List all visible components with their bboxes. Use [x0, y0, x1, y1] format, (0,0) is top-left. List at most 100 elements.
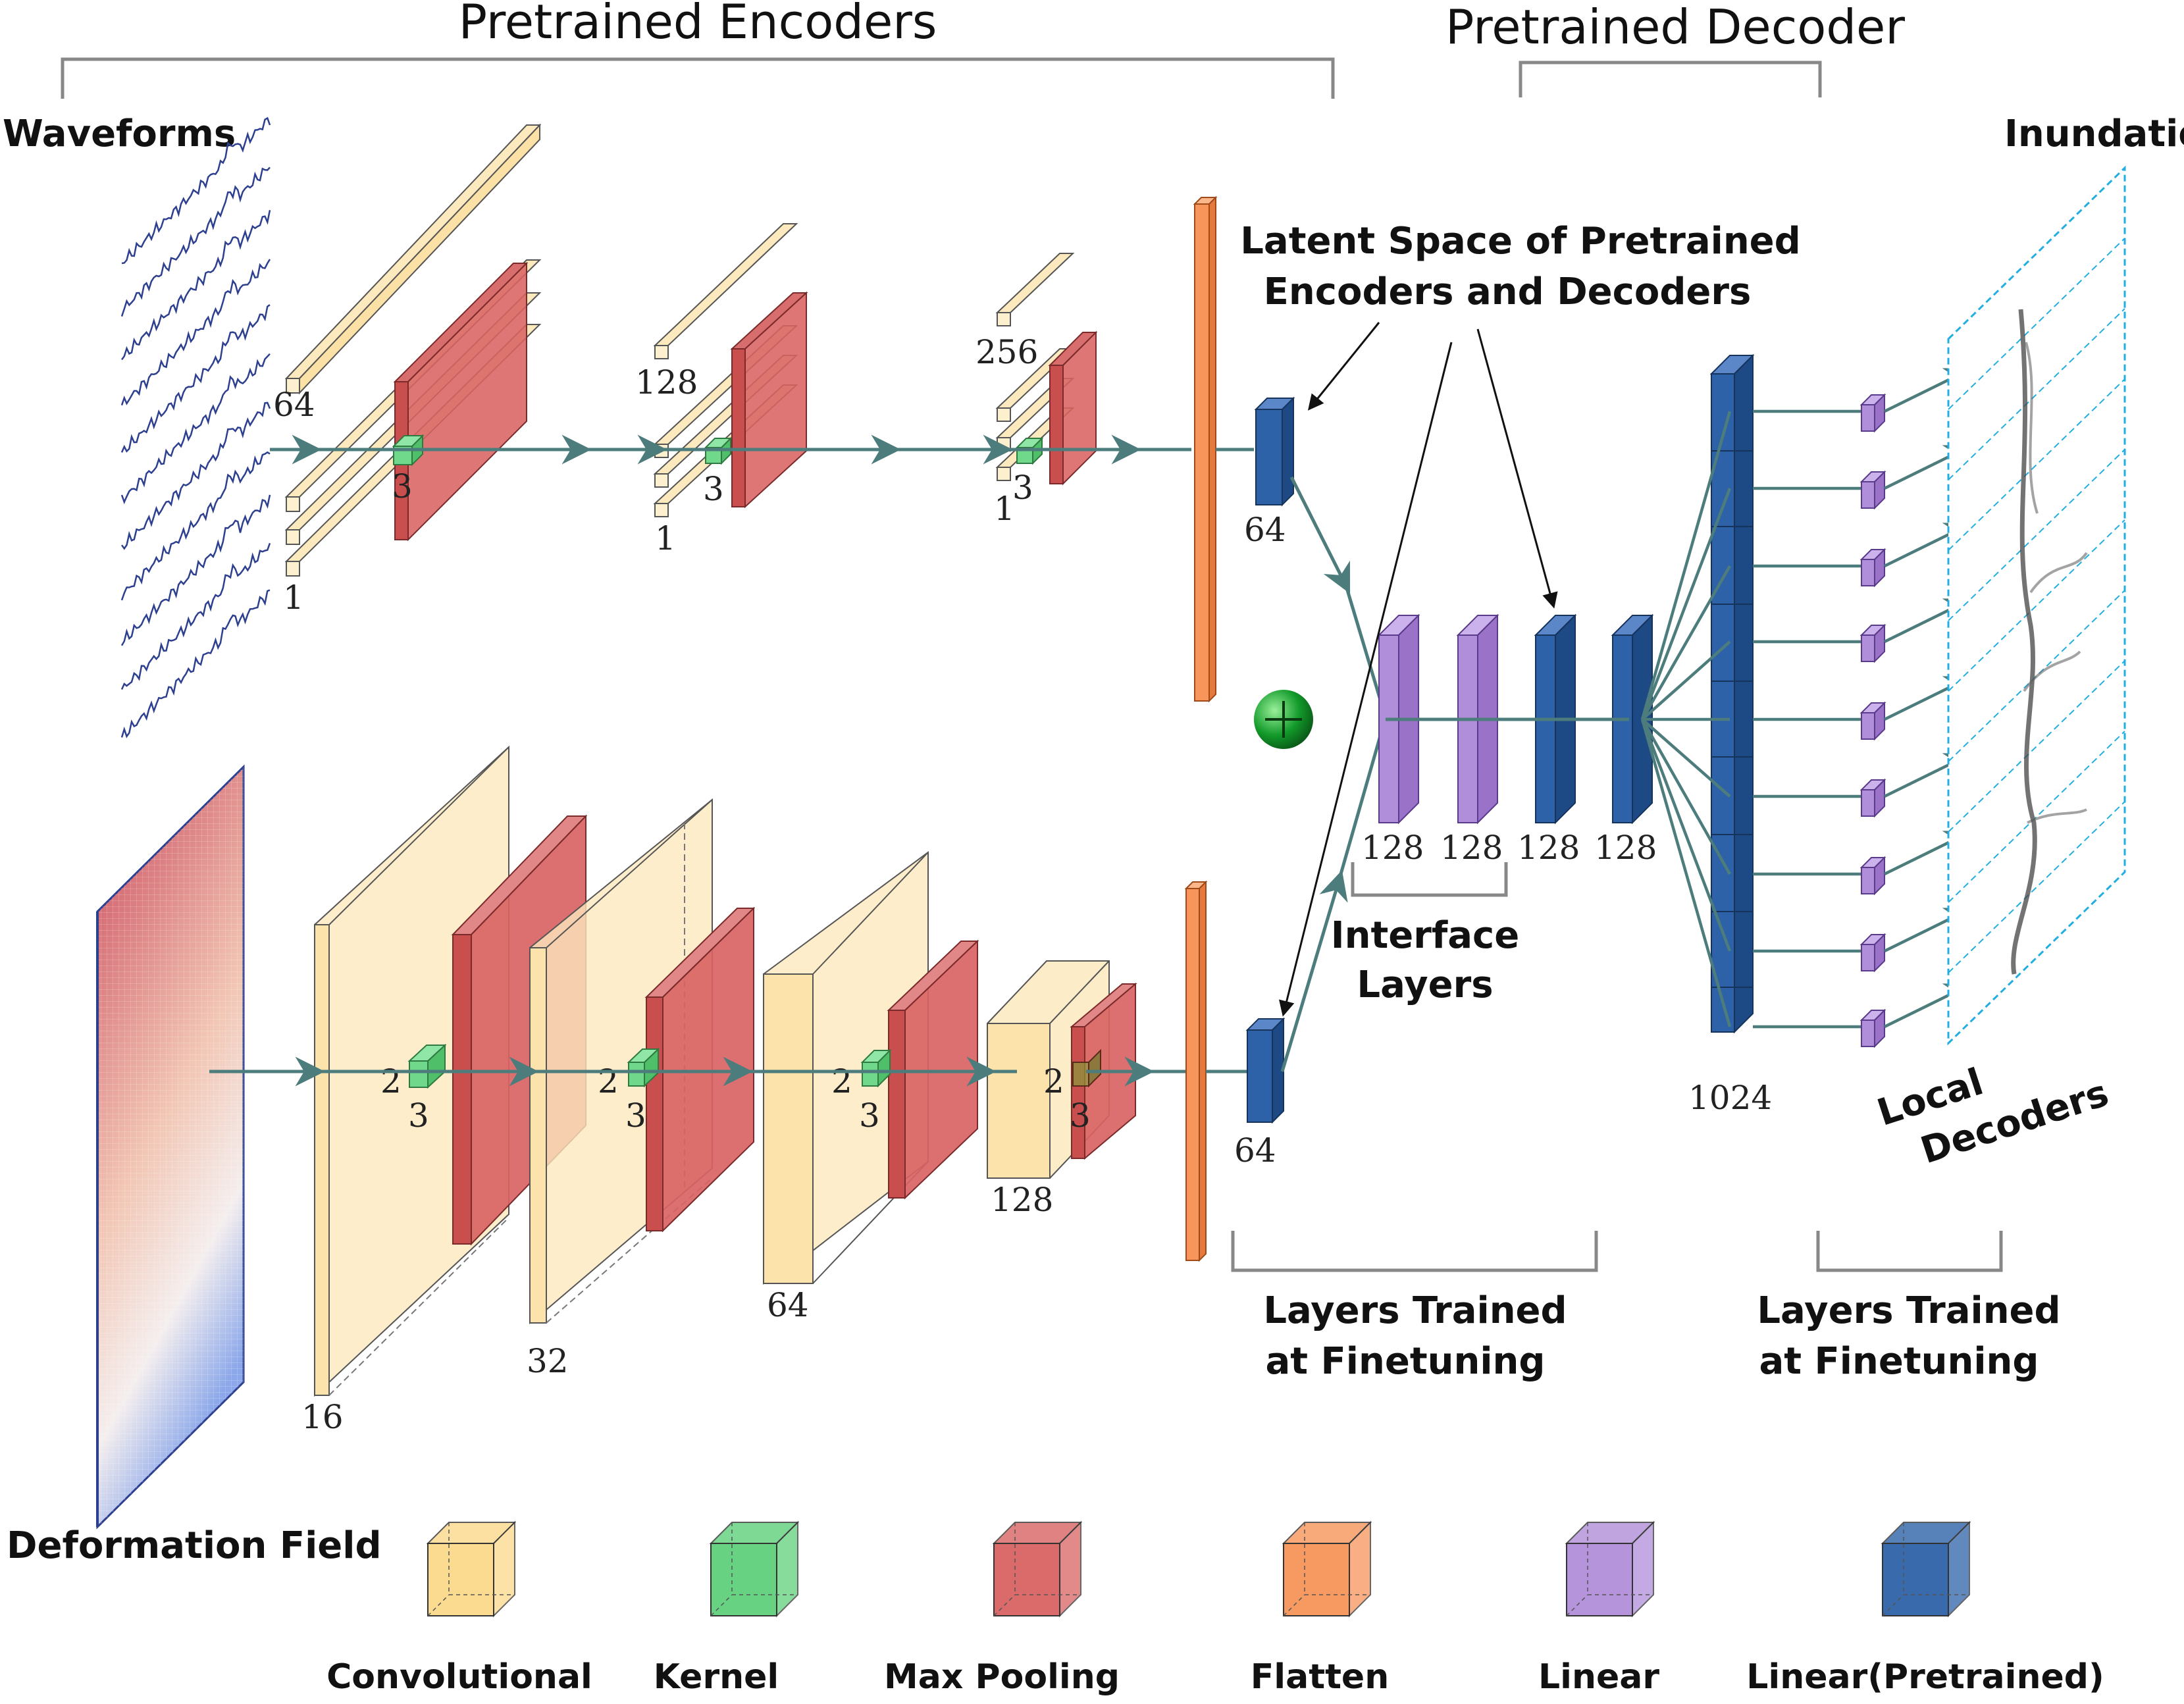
latent-annotation-line2: Encoders and Decoders	[1264, 271, 1752, 313]
bottom-kernel3	[860, 1048, 892, 1088]
local-decoder-block	[1859, 393, 1886, 433]
concatenate-plus-icon	[1254, 690, 1313, 749]
waveform-trace	[120, 210, 271, 361]
inundation-grid-line	[1948, 590, 2125, 762]
bottom-maxpool2-block	[644, 906, 756, 1233]
top-conv2-block	[653, 223, 808, 517]
bottom-conv1-channels: 16	[301, 1398, 344, 1436]
local-decoder-block	[1859, 778, 1886, 818]
waveform-trace	[120, 304, 271, 453]
bottom-maxpool4-block	[1070, 982, 1137, 1160]
inundation-label: Inundation	[2004, 113, 2184, 155]
bottom-stride1: 2	[380, 1062, 402, 1100]
linear-pretrained-cube-icon	[1881, 1520, 1971, 1618]
waveform-trace	[120, 542, 271, 690]
conv-cube-icon	[426, 1520, 517, 1618]
decoder-bracket	[1519, 61, 1822, 97]
legend-label: Max Pooling	[884, 1657, 1120, 1697]
bottom-latent-to-interface-line	[1338, 717, 1388, 879]
waveform-trace	[120, 353, 271, 505]
bottom-kernel3-size: 3	[859, 1097, 880, 1135]
inundation-grid-line	[1948, 660, 2125, 833]
inundation-grid-line	[1948, 801, 2125, 973]
bottom-kernel2-size: 3	[625, 1097, 646, 1135]
inundation-grid-line	[1948, 519, 2125, 692]
top-conv1-depth: 1	[283, 579, 304, 617]
local-decoder-block	[1859, 470, 1886, 510]
bottom-maxpool3-block	[887, 939, 979, 1200]
interface-layer4-size: 128	[1594, 829, 1657, 867]
interface-layer1-size: 128	[1361, 829, 1424, 867]
waveform-traces	[120, 116, 271, 738]
bottom-conv4-block	[987, 960, 1110, 1179]
flatten-cube-icon	[1282, 1520, 1372, 1618]
deformation-field	[96, 764, 245, 1530]
interface-label-line1: Interface	[1331, 914, 1519, 957]
top-latent-size: 64	[1244, 511, 1286, 549]
waveform-trace	[120, 451, 271, 601]
bottom-kernel4	[1072, 1048, 1101, 1088]
inundation-grid-line	[1948, 308, 2125, 480]
bottom-conv3-block	[763, 851, 929, 1285]
waveform-trace	[120, 589, 271, 738]
finetune-interface-line1: Layers Trained	[1263, 1289, 1567, 1332]
top-kernel1-size: 3	[392, 467, 413, 505]
bottom-conv4-channels: 128	[991, 1181, 1053, 1219]
waveform-trace	[120, 259, 271, 406]
inundation-grid-line	[1948, 378, 2125, 551]
bottom-stride2: 2	[598, 1062, 619, 1100]
legend-label: Convolutional	[326, 1657, 592, 1697]
decoder-width: 1024	[1688, 1079, 1772, 1117]
latent-annotation-line1: Latent Space of Pretrained	[1240, 220, 1801, 263]
top-conv2-depth: 1	[655, 519, 676, 557]
bottom-stride4: 2	[1043, 1062, 1064, 1100]
bottom-latent-block	[1245, 1017, 1286, 1124]
bottom-latent-size: 64	[1234, 1131, 1276, 1170]
bottom-flatten-bar	[1184, 880, 1208, 1262]
kernel-cube-icon	[709, 1520, 800, 1618]
linear-cube-icon	[1565, 1520, 1655, 1618]
top-conv3-block	[995, 253, 1098, 486]
legend-label: Linear(Pretrained)	[1746, 1657, 2104, 1697]
finetune-interface-line2: at Finetuning	[1265, 1340, 1545, 1383]
legend-label: Kernel	[654, 1657, 779, 1697]
deformation-label: Deformation Field	[7, 1524, 382, 1567]
inundation-map-plane	[1947, 165, 2126, 1046]
decoder-1024-column	[1709, 353, 1755, 1034]
local-decoder-block	[1859, 701, 1886, 741]
bottom-kernel1-size: 3	[408, 1097, 429, 1135]
local-decoder-block	[1859, 548, 1886, 588]
legend: Convolutional Kernel Max Pooling Flatten Lin…	[326, 1520, 2104, 1697]
top-kernel2-size: 3	[703, 470, 724, 508]
latent-pointer-bottom	[1279, 342, 1453, 1017]
top-latent-to-interface-arrow	[1289, 476, 1351, 594]
legend-label: Flatten	[1251, 1657, 1389, 1697]
top-conv1-block	[284, 123, 542, 577]
bottom-kernel1	[407, 1043, 447, 1089]
interface-bracket	[1351, 862, 1508, 897]
decoder-heading: Pretrained Decoder	[1445, 0, 1905, 55]
inundation-grid-line	[1948, 731, 2125, 903]
top-conv3-depth: 1	[994, 490, 1015, 528]
bottom-latent-to-interface-arrow	[1280, 870, 1348, 1072]
encoders-bracket	[61, 57, 1335, 99]
waveform-trace	[120, 401, 271, 550]
legend-label: Linear	[1538, 1657, 1659, 1697]
inundation-grid-line	[1948, 238, 2125, 410]
decoder-fan-lines	[1640, 411, 1732, 1027]
bottom-conv2-channels: 32	[527, 1342, 569, 1380]
bottom-stride3: 2	[831, 1062, 852, 1100]
encoders-heading: Pretrained Encoders	[459, 0, 937, 49]
finetune-bracket-interface	[1231, 1231, 1598, 1272]
bottom-kernel2	[627, 1047, 660, 1088]
local-decoder-block	[1859, 623, 1886, 663]
maxpool-cube-icon	[992, 1520, 1083, 1618]
finetune-local-line1: Layers Trained	[1757, 1289, 2060, 1332]
latent-pointer-decoder	[1476, 328, 1558, 609]
top-kernel3-size: 3	[1012, 469, 1033, 507]
bottom-kernel4-size: 3	[1070, 1097, 1091, 1135]
waveform-trace	[120, 167, 271, 317]
waveform-trace	[121, 116, 271, 265]
inundation-grid-line	[1948, 449, 2125, 621]
local-decoder-block	[1859, 856, 1886, 896]
